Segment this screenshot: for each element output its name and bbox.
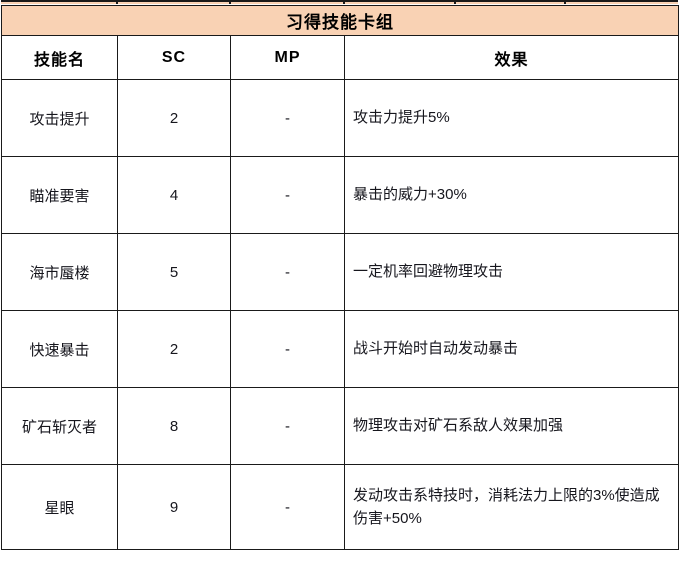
cell-effect: 一定机率回避物理攻击	[344, 233, 679, 311]
cell-skill-name: 瞄准要害	[1, 156, 118, 234]
cell-sc: 2	[117, 79, 231, 157]
cell-sc: 8	[117, 387, 231, 465]
sliver-divider-2	[229, 2, 231, 4]
table-row: 攻击提升 2 - 攻击力提升5%	[1, 79, 679, 157]
sliver-divider-1	[116, 2, 118, 4]
cell-mp: -	[230, 79, 345, 157]
table-row: 海市蜃楼 5 - 一定机率回避物理攻击	[1, 233, 679, 311]
cell-effect: 攻击力提升5%	[344, 79, 679, 157]
cell-mp: -	[230, 233, 345, 311]
column-header-effect: 效果	[344, 35, 679, 80]
column-header-sc: SC	[117, 35, 231, 80]
cell-effect: 物理攻击对矿石系敌人效果加强	[344, 387, 679, 465]
cell-effect: 战斗开始时自动发动暴击	[344, 310, 679, 388]
column-header-skill-name: 技能名	[1, 35, 118, 80]
column-header-mp: MP	[230, 35, 345, 80]
sliver-divider-5	[564, 2, 566, 4]
cell-sc: 5	[117, 233, 231, 311]
cell-skill-name: 星眼	[1, 464, 118, 550]
learned-skill-card-set-table: 习得技能卡组 技能名 SC MP 效果 攻击提升 2 - 攻击力提升5% 瞄准要…	[1, 5, 679, 550]
table-row: 矿石斩灭者 8 - 物理攻击对矿石系敌人效果加强	[1, 387, 679, 465]
cell-mp: -	[230, 310, 345, 388]
table-title: 习得技能卡组	[1, 5, 679, 36]
table-row: 快速暴击 2 - 战斗开始时自动发动暴击	[1, 310, 679, 388]
cell-mp: -	[230, 464, 345, 550]
table-title-row: 习得技能卡组	[1, 5, 679, 36]
table-header-row: 技能名 SC MP 效果	[1, 35, 679, 80]
cell-sc: 9	[117, 464, 231, 550]
cell-sc: 4	[117, 156, 231, 234]
cell-skill-name: 快速暴击	[1, 310, 118, 388]
previous-table-sliver	[1, 0, 678, 4]
cell-skill-name: 海市蜃楼	[1, 233, 118, 311]
table-row: 星眼 9 - 发动攻击系特技时，消耗法力上限的3%使造成伤害+50%	[1, 464, 679, 550]
table-row: 瞄准要害 4 - 暴击的威力+30%	[1, 156, 679, 234]
cell-skill-name: 攻击提升	[1, 79, 118, 157]
cell-effect: 暴击的威力+30%	[344, 156, 679, 234]
sliver-divider-3	[343, 2, 345, 4]
cell-effect: 发动攻击系特技时，消耗法力上限的3%使造成伤害+50%	[344, 464, 679, 550]
sliver-divider-4	[454, 2, 456, 4]
cell-sc: 2	[117, 310, 231, 388]
cell-mp: -	[230, 156, 345, 234]
skill-table-container: 习得技能卡组 技能名 SC MP 效果 攻击提升 2 - 攻击力提升5% 瞄准要…	[1, 5, 679, 550]
cell-skill-name: 矿石斩灭者	[1, 387, 118, 465]
cell-mp: -	[230, 387, 345, 465]
